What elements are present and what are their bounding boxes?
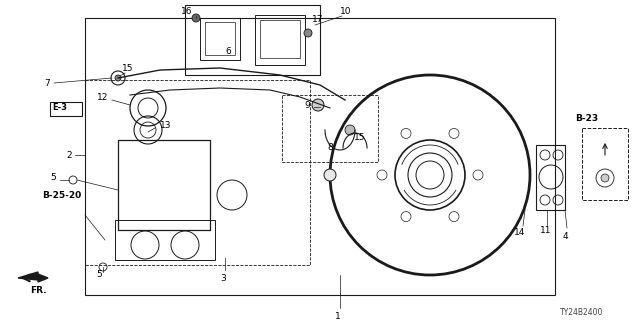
Text: 13: 13 xyxy=(160,121,172,130)
Circle shape xyxy=(304,29,312,37)
Text: 15: 15 xyxy=(354,132,365,141)
Bar xyxy=(50,102,82,116)
Bar xyxy=(536,145,565,210)
Text: 15: 15 xyxy=(122,64,134,73)
Circle shape xyxy=(345,125,355,135)
Text: 9: 9 xyxy=(304,101,310,110)
Polygon shape xyxy=(18,272,48,282)
Circle shape xyxy=(601,174,609,182)
Bar xyxy=(115,220,215,260)
Text: 1: 1 xyxy=(335,312,341,320)
Text: 6: 6 xyxy=(225,47,231,57)
Bar xyxy=(260,20,300,58)
Bar xyxy=(85,80,310,265)
Text: 4: 4 xyxy=(562,232,568,241)
Text: 16: 16 xyxy=(180,7,192,17)
Bar xyxy=(582,128,628,200)
Circle shape xyxy=(115,75,121,81)
Text: TY24B2400: TY24B2400 xyxy=(560,308,604,317)
Bar xyxy=(255,15,305,65)
Text: 12: 12 xyxy=(97,93,108,102)
Bar xyxy=(118,140,210,230)
Text: 5: 5 xyxy=(51,173,56,182)
Text: B-25-20: B-25-20 xyxy=(42,190,81,199)
Text: 2: 2 xyxy=(67,150,72,159)
Text: 8: 8 xyxy=(327,143,333,153)
Bar xyxy=(282,95,378,162)
Text: 5: 5 xyxy=(96,270,102,279)
Text: 10: 10 xyxy=(340,7,351,17)
Circle shape xyxy=(312,99,324,111)
Text: 17: 17 xyxy=(312,15,323,25)
Bar xyxy=(205,22,235,55)
Circle shape xyxy=(324,169,336,181)
Text: 14: 14 xyxy=(515,228,525,237)
Circle shape xyxy=(192,14,200,22)
Text: E-3: E-3 xyxy=(52,103,67,112)
Text: 3: 3 xyxy=(220,274,226,283)
Text: B-23: B-23 xyxy=(575,114,598,123)
Bar xyxy=(185,5,320,75)
Bar xyxy=(85,18,555,295)
Text: FR.: FR. xyxy=(30,286,47,295)
Text: 7: 7 xyxy=(44,78,50,87)
Text: 11: 11 xyxy=(540,226,552,235)
Bar xyxy=(200,18,240,60)
